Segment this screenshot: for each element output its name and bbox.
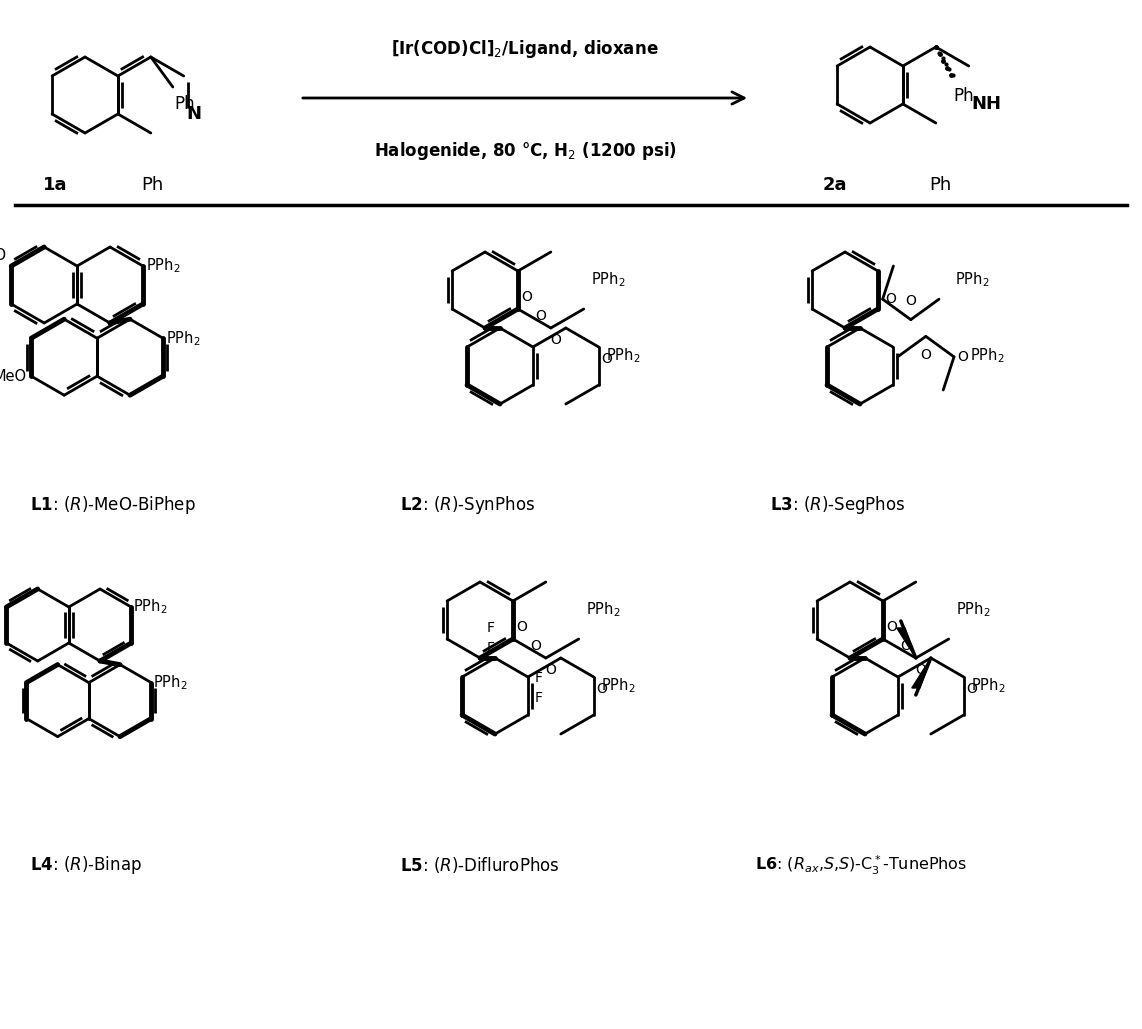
Text: O: O (521, 290, 532, 304)
Text: PPh$_2$: PPh$_2$ (590, 271, 626, 289)
Text: O: O (886, 620, 896, 634)
Text: Ph: Ph (928, 176, 951, 194)
Text: O: O (602, 352, 612, 366)
Text: Ph: Ph (140, 176, 163, 194)
Text: PPh$_2$: PPh$_2$ (586, 601, 620, 619)
Text: MeO: MeO (0, 368, 26, 384)
Text: PPh$_2$: PPh$_2$ (955, 271, 989, 289)
Text: PPh$_2$: PPh$_2$ (971, 677, 1005, 696)
Text: O: O (530, 639, 541, 653)
Text: O: O (545, 663, 556, 677)
Text: PPh$_2$: PPh$_2$ (601, 677, 635, 696)
Text: $\bf{L3}$: ($R$)-SegPhos: $\bf{L3}$: ($R$)-SegPhos (770, 494, 906, 516)
Text: O: O (957, 350, 968, 364)
Text: O: O (906, 293, 916, 308)
Text: O: O (534, 309, 546, 323)
Text: [Ir(COD)Cl]$_2$/Ligand, dioxane: [Ir(COD)Cl]$_2$/Ligand, dioxane (392, 38, 659, 60)
Text: PPh$_2$: PPh$_2$ (153, 673, 187, 691)
Text: MeO: MeO (0, 248, 6, 263)
Text: F: F (534, 690, 542, 705)
Text: NH: NH (972, 95, 1002, 113)
Text: $\bf{L4}$: ($R$)-Binap: $\bf{L4}$: ($R$)-Binap (30, 854, 142, 876)
Text: O: O (550, 333, 561, 347)
Polygon shape (911, 658, 931, 688)
Text: $\bf{L2}$: ($R$)-SynPhos: $\bf{L2}$: ($R$)-SynPhos (400, 494, 536, 516)
Text: 2a: 2a (822, 176, 847, 194)
Text: Ph: Ph (175, 95, 195, 113)
Text: N: N (187, 105, 202, 123)
Text: Halogenide, 80 °C, H$_2$ (1200 psi): Halogenide, 80 °C, H$_2$ (1200 psi) (373, 140, 676, 162)
Text: 1a: 1a (42, 176, 67, 194)
Text: F: F (534, 671, 542, 684)
Text: O: O (516, 620, 526, 634)
Text: PPh$_2$: PPh$_2$ (970, 347, 1004, 365)
Text: $\bf{L6}$: ($R_{ax}$,$S$,$S$)-C$_3^*$-TunePhos: $\bf{L6}$: ($R_{ax}$,$S$,$S$)-C$_3^*$-Tu… (755, 853, 967, 877)
Text: O: O (920, 349, 931, 362)
Text: PPh$_2$: PPh$_2$ (956, 601, 990, 619)
Text: PPh$_2$: PPh$_2$ (134, 598, 168, 616)
Text: O: O (915, 663, 926, 677)
Text: PPh$_2$: PPh$_2$ (605, 347, 641, 365)
Text: PPh$_2$: PPh$_2$ (146, 256, 180, 276)
Text: F: F (486, 622, 494, 636)
Text: $\bf{L5}$: ($R$)-DifluroPhos: $\bf{L5}$: ($R$)-DifluroPhos (400, 855, 560, 875)
Text: $\bf{L1}$: ($R$)-MeO-BiPhep: $\bf{L1}$: ($R$)-MeO-BiPhep (30, 494, 195, 516)
Text: PPh$_2$: PPh$_2$ (166, 329, 200, 348)
Text: Ph: Ph (954, 87, 974, 105)
Text: O: O (900, 639, 911, 653)
Polygon shape (896, 628, 916, 658)
Text: F: F (486, 641, 494, 655)
Text: O: O (967, 682, 978, 696)
Text: O: O (597, 682, 608, 696)
Text: O: O (886, 292, 896, 307)
